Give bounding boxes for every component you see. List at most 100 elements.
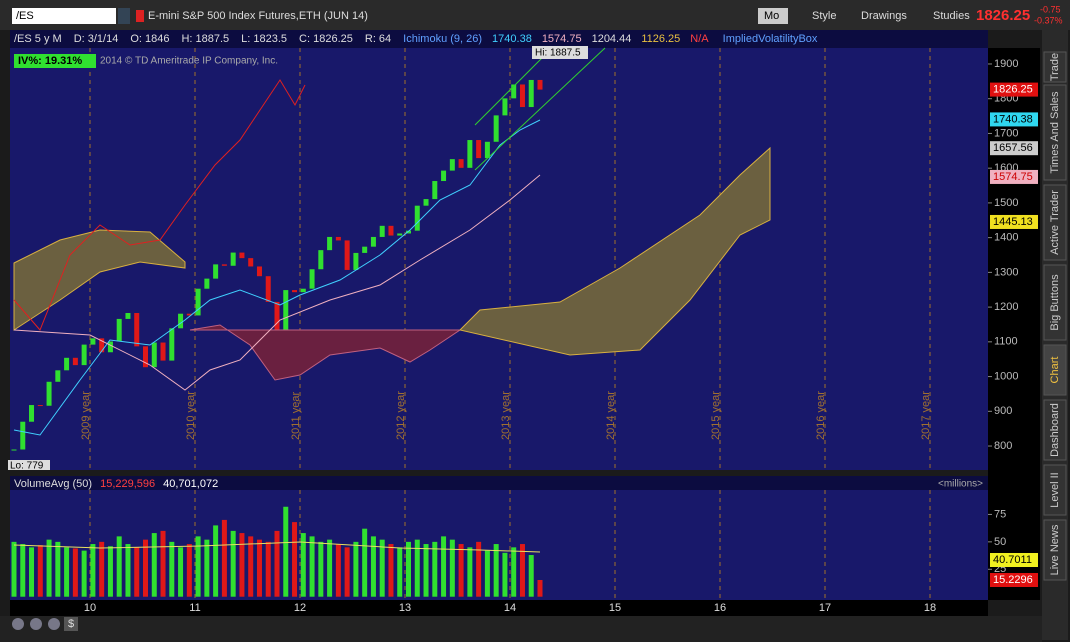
candle [458,159,464,168]
candle [230,252,236,266]
toolbar-button[interactable]: Studies [933,10,970,22]
side-tab[interactable] [1043,51,1067,83]
price-marker [990,214,1038,229]
study-value: 1126.25 [641,33,680,45]
y-tick-label: 1000 [994,370,1018,382]
kijun-line [13,174,541,391]
candle [370,236,376,247]
price-marker-label: 1657.56 [993,142,1033,154]
side-tab[interactable] [1043,464,1067,516]
volume-bar [283,506,289,597]
volume-bar [64,547,70,597]
candle [484,141,490,159]
volume-bar [160,530,166,597]
study-value: N/A [690,33,709,45]
volume-header-item: 40,701,072 [163,478,218,490]
candle [143,346,148,368]
toolbar [0,0,1070,30]
volume-bar [178,547,184,597]
candle [151,342,157,368]
volume-marker-label: 40.7011 [993,554,1032,566]
volume-bar [107,546,113,597]
y-tick-label: 1200 [994,301,1018,313]
toolbar-button[interactable]: Drawings [861,10,907,22]
volume-marker-label: 15.2296 [993,574,1033,586]
side-tab[interactable] [1043,84,1067,181]
symbol-dropdown[interactable] [118,8,130,24]
x-tick-label: 2012 year [395,391,407,440]
side-tab[interactable] [1043,344,1067,396]
high-label: Hi: 1887.5 [535,48,581,59]
volume-bar [72,548,78,597]
side-tab[interactable] [1043,399,1067,461]
y-tick-label: 1500 [994,197,1018,209]
volume-bar [467,547,473,597]
volume-bar [318,541,324,597]
volume-bar [213,525,219,597]
candle [335,236,341,241]
x-tick-label: 16 [714,602,726,614]
zoom-button[interactable] [48,618,60,630]
side-tab-label: Live News [1049,524,1061,575]
volume-bar [537,580,543,597]
volume-bar [362,528,368,597]
study-value: 1204.44 [592,33,632,45]
candle [502,98,508,116]
x-tick-label: 2013 year [500,391,512,440]
flag [136,10,144,22]
candle [388,225,394,236]
volume-bar [99,541,105,597]
currency-button[interactable] [64,617,78,631]
volume-bar [379,539,385,597]
info-item: C: 1826.25 [299,33,353,45]
volume-bar [90,544,96,597]
zoom-button[interactable] [12,618,24,630]
ichimoku-cloud [189,324,462,381]
candle [99,338,105,353]
study-name: Ichimoku (9, 26) [403,33,482,45]
ichimoku [13,47,771,553]
mode-button[interactable] [758,8,788,24]
info-item: H: 1887.5 [181,33,229,45]
side-tab-label: Times And Sales [1049,91,1061,174]
candle [20,421,26,450]
volume-bar [406,541,411,597]
volume-bar [116,536,122,597]
low-box [8,460,50,470]
volume-bar [370,536,376,597]
channel-line [474,47,606,171]
candle [204,278,210,289]
toolbar-button[interactable]: Style [812,10,836,22]
mode: Mo [764,10,779,22]
volume-bar [484,550,490,597]
volume-bar [204,539,210,597]
side-tab-label: Dashboard [1049,403,1061,457]
side-tab[interactable] [1043,264,1067,341]
zoom-button[interactable] [30,618,42,630]
side-tab-label: Chart [1049,357,1061,384]
x-tick-label: 17 [819,602,831,614]
low-label: Lo: 779 [10,461,44,472]
volume-header-item: 15,229,596 [100,478,155,490]
copyright: 2014 © TD Ameritrade IP Company, Inc. [100,56,278,67]
candle [292,290,298,293]
candle [362,246,368,253]
side-tab[interactable] [1043,184,1067,261]
side-tab-label: Level II [1049,472,1061,507]
candle [107,341,113,353]
iv: IV%: 19.31% [18,55,82,67]
candle [256,266,262,277]
candle [406,230,411,234]
volume-bar [519,544,525,597]
candle [511,84,517,99]
side-tab-label: Trade [1049,53,1061,81]
candle [476,140,482,159]
candle [72,357,78,366]
volume-header [10,476,988,490]
last-price: 1826.25 [976,7,1030,24]
side-tab[interactable] [1043,519,1067,581]
symbol-box[interactable] [12,8,116,24]
chikou-line [13,79,306,331]
candle [11,449,17,451]
